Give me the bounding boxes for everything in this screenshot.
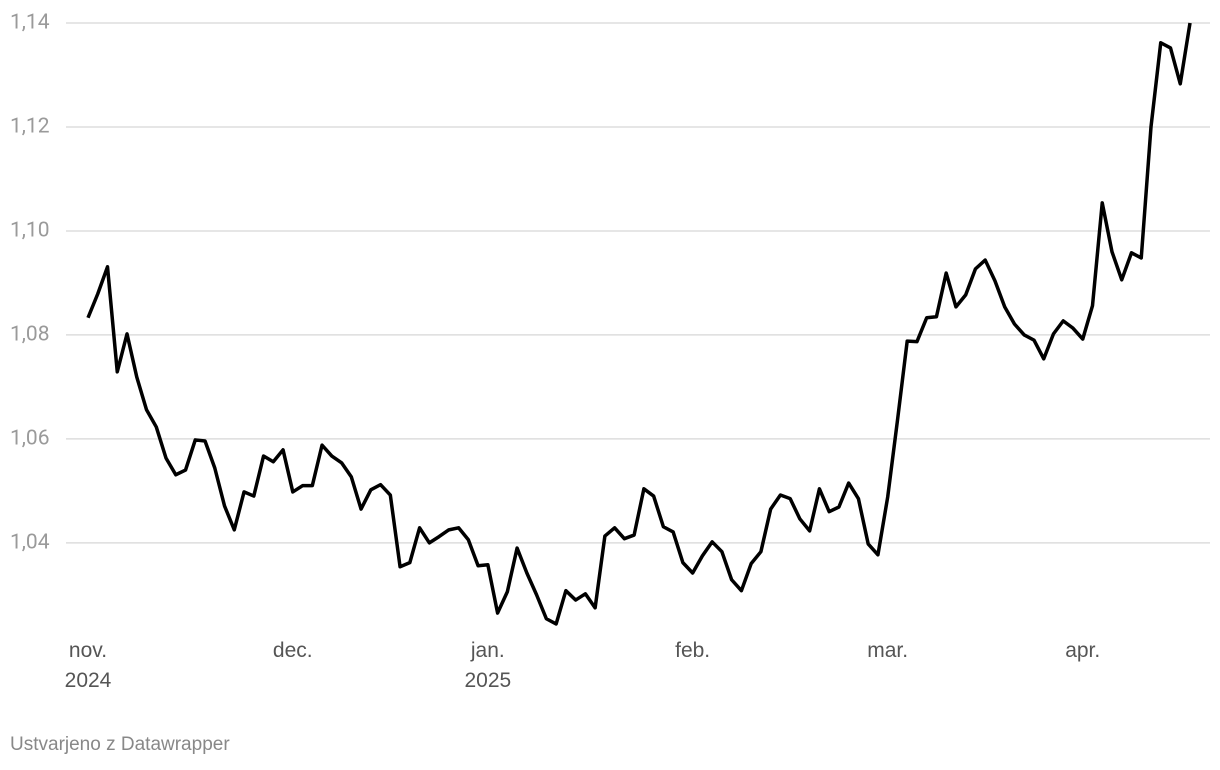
x-tick-label: jan. 2025 bbox=[464, 639, 512, 692]
y-tick-label: 1,14 bbox=[10, 11, 50, 35]
y-tick-label: 1,08 bbox=[10, 322, 50, 346]
y-tick-label: 1,12 bbox=[10, 115, 50, 139]
y-tick-label: 1,06 bbox=[10, 426, 50, 450]
x-tick-label: apr. bbox=[1065, 639, 1101, 662]
footer: Ustvarjeno z Datawrapper bbox=[10, 734, 230, 755]
x-tick-label: feb. bbox=[675, 639, 711, 662]
y-tick-label: 1,04 bbox=[10, 530, 50, 554]
x-tick-label: dec. bbox=[272, 639, 313, 662]
x-tick-label: nov. 2024 bbox=[64, 639, 112, 692]
line bbox=[86, 22, 1192, 626]
x-tick-label: mar. bbox=[867, 639, 909, 662]
y-tick-label: 1,10 bbox=[10, 218, 50, 242]
